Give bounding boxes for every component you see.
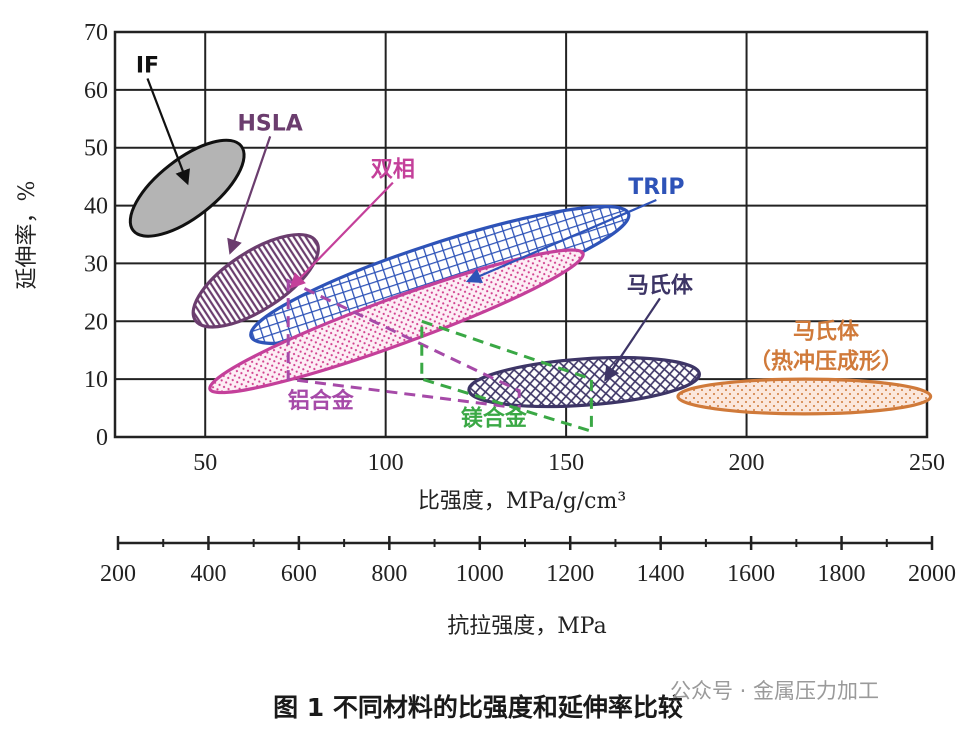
region-zone-label: 镁合金: [461, 405, 528, 431]
grid-lines: [115, 32, 927, 437]
x-tick-label: 100: [368, 450, 404, 476]
secondary-tick-label: 1800: [818, 561, 866, 587]
y-axis-title: 延伸率，%: [15, 181, 40, 290]
region-zone-arrow: [289, 181, 394, 289]
region-if: [128, 138, 246, 238]
x-tick-label: 50: [193, 450, 217, 476]
region-zone-label: 马氏体: [627, 273, 694, 298]
y-tick-label: 20: [84, 309, 108, 335]
x-tick-labels: 50 100 150 200 250: [193, 450, 945, 476]
x-tick-label: 150: [548, 450, 584, 476]
region-hsla-label: HSLA: [238, 111, 303, 136]
secondary-tick-label: 2000: [908, 561, 956, 587]
material-regions: [128, 138, 933, 434]
secondary-tick-label: 200: [100, 561, 136, 587]
y-tick-label: 50: [84, 136, 108, 162]
x-tick-label: 200: [729, 450, 765, 476]
y-tick-label: 70: [84, 20, 108, 46]
y-tick-label: 40: [84, 194, 108, 220]
secondary-tick-label: 1200: [546, 561, 594, 587]
region-zone: [676, 377, 933, 416]
y-tick-label: 0: [96, 425, 108, 451]
region-zone: [208, 248, 585, 395]
region-hsla-arrow: [227, 135, 272, 255]
figure-caption: 图 1 不同材料的比强度和延伸率比较: [273, 693, 683, 722]
region-zone: [467, 355, 701, 409]
region-if-arrow: [146, 78, 190, 186]
secondary-tick-label: 400: [190, 561, 226, 587]
secondary-tick-label: 1600: [727, 561, 775, 587]
label-arrows: [146, 78, 661, 382]
x-axis-title: 比强度，MPa/g/cm³: [418, 489, 626, 514]
region-zone-label: 双相: [371, 158, 415, 183]
secondary-tick-label: 1000: [456, 561, 504, 587]
secondary-x-axis: 200 400 600 800 1000 1200 1400 1600 1800 2000: [100, 536, 956, 587]
region-if-label: IF: [136, 54, 159, 79]
region-zone-label: 马氏体（热冲压成形）: [749, 320, 903, 375]
region-trip-label: TRIP: [628, 175, 684, 200]
y-tick-label: 60: [84, 78, 108, 104]
region-zone-arrow: [604, 297, 661, 382]
y-tick-label: 30: [84, 251, 108, 277]
secondary-tick-label: 1400: [637, 561, 685, 587]
region-hsla: [191, 232, 320, 329]
secondary-tick-label: 600: [281, 561, 317, 587]
y-tick-labels: 0 10 20 30 40 50 60 70: [84, 20, 108, 451]
x-tick-label: 250: [909, 450, 945, 476]
secondary-x-axis-title: 抗拉强度，MPa: [447, 614, 606, 639]
y-tick-label: 10: [84, 367, 108, 393]
region-trip-arrow: [465, 198, 657, 283]
secondary-tick-label: 800: [371, 561, 407, 587]
watermark-text: 公众号 · 金属压力加工: [670, 679, 879, 703]
region-zone-label: 铝合金: [288, 388, 355, 414]
